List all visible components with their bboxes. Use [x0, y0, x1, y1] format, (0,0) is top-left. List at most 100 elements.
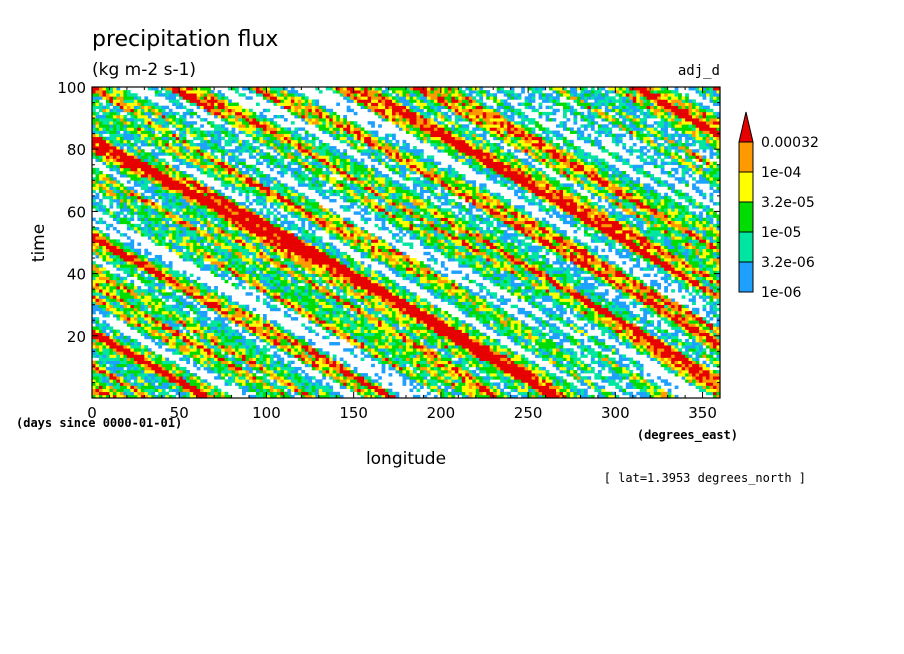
- heatmap-cell: [681, 282, 686, 287]
- heatmap-cell: [604, 289, 609, 293]
- heatmap-cell: [566, 282, 571, 287]
- heatmap-cell: [147, 276, 156, 281]
- heatmap-cell: [514, 379, 522, 383]
- heatmap-cell: [214, 254, 218, 259]
- heatmap-cell: [695, 323, 700, 327]
- heatmap-cell: [221, 320, 225, 324]
- heatmap-cell: [479, 382, 484, 386]
- heatmap-cell: [130, 385, 135, 389]
- heatmap-cell: [336, 292, 341, 296]
- heatmap-cell: [95, 298, 100, 302]
- heatmap-cell: [242, 323, 246, 327]
- heatmap-cell: [116, 348, 131, 352]
- heatmap-cell: [137, 360, 152, 365]
- heatmap-cell: [196, 310, 208, 315]
- heatmap-cell: [245, 314, 250, 318]
- heatmap-cell: [545, 310, 550, 315]
- heatmap-cell: [426, 258, 431, 262]
- heatmap-cell: [713, 323, 717, 327]
- heatmap-cell: [430, 292, 435, 296]
- heatmap-cell: [688, 357, 693, 361]
- heatmap-cell: [287, 338, 292, 343]
- heatmap-cell: [660, 394, 668, 399]
- heatmap-cell: [486, 289, 491, 293]
- heatmap-cell: [221, 310, 229, 315]
- heatmap-cell: [500, 254, 504, 259]
- heatmap-cell: [395, 348, 403, 352]
- heatmap-cell: [615, 304, 620, 309]
- heatmap-cell: [102, 326, 107, 330]
- heatmap-cell: [569, 370, 574, 374]
- heatmap-cell: [294, 282, 299, 287]
- heatmap-cell: [329, 373, 334, 377]
- heatmap-cell: [615, 348, 620, 352]
- heatmap-cell: [126, 317, 131, 321]
- heatmap-cell: [224, 382, 229, 386]
- heatmap-cell: [123, 301, 128, 305]
- heatmap-cell: [228, 264, 232, 268]
- heatmap-cell: [116, 335, 124, 340]
- heatmap-cell: [538, 264, 543, 268]
- heatmap-cell: [98, 363, 103, 368]
- heatmap-cell: [465, 276, 470, 281]
- heatmap-cell: [186, 276, 190, 281]
- heatmap-cell: [660, 301, 665, 305]
- heatmap-cell: [580, 258, 585, 262]
- heatmap-cell: [657, 348, 665, 352]
- heatmap-cell: [304, 304, 320, 309]
- heatmap-cell: [552, 360, 557, 365]
- heatmap-cell: [123, 276, 128, 281]
- heatmap-cell: [388, 366, 396, 371]
- heatmap-cell: [102, 342, 107, 346]
- heatmap-cell: [716, 270, 721, 274]
- heatmap-cell: [280, 329, 285, 333]
- heatmap-cell: [311, 282, 316, 287]
- heatmap-cell: [454, 382, 459, 386]
- heatmap-cell: [521, 345, 529, 349]
- heatmap-cell: [217, 298, 222, 302]
- heatmap-cell: [311, 382, 316, 386]
- heatmap-cell: [105, 304, 110, 309]
- heatmap-cell: [294, 261, 313, 265]
- heatmap-cell: [273, 248, 278, 253]
- heatmap-cell: [583, 254, 595, 259]
- heatmap-cell: [144, 254, 149, 259]
- heatmap-cell: [419, 379, 424, 383]
- heatmap-cell: [695, 317, 703, 321]
- heatmap-cell: [144, 317, 152, 321]
- heatmap-cell: [713, 332, 717, 337]
- heatmap-cell: [262, 385, 271, 389]
- heatmap-cell: [102, 298, 107, 302]
- heatmap-cell: [266, 292, 271, 296]
- heatmap-cell: [374, 301, 379, 305]
- heatmap-cell: [419, 332, 428, 337]
- heatmap-cell: [482, 342, 487, 346]
- heatmap-cell: [133, 363, 138, 368]
- heatmap-cell: [688, 354, 693, 358]
- heatmap-cell: [151, 335, 163, 340]
- heatmap-cell: [294, 348, 299, 352]
- heatmap-cell: [528, 314, 532, 318]
- heatmap-cell: [549, 292, 560, 296]
- heatmap-cell: [262, 326, 267, 330]
- heatmap-cell: [228, 335, 232, 340]
- heatmap-cell: [542, 307, 553, 312]
- heatmap-cell: [514, 261, 525, 265]
- heatmap-cell: [123, 373, 128, 377]
- heatmap-cell: [636, 295, 644, 299]
- heatmap-cell: [304, 310, 309, 315]
- heatmap-cell: [196, 254, 201, 259]
- heatmap-cell: [259, 348, 271, 352]
- heatmap-cell: [409, 354, 414, 358]
- heatmap-cell: [587, 348, 595, 352]
- heatmap-cell: [105, 292, 110, 296]
- heatmap-cell: [563, 276, 567, 281]
- heatmap-cell: [702, 335, 707, 340]
- heatmap-cell: [137, 310, 145, 315]
- heatmap-cell: [531, 338, 536, 343]
- heatmap-cell: [203, 363, 208, 368]
- heatmap-cell: [702, 292, 707, 296]
- heatmap-cell: [92, 298, 96, 302]
- heatmap-cell: [528, 270, 532, 274]
- heatmap-cell: [245, 351, 250, 355]
